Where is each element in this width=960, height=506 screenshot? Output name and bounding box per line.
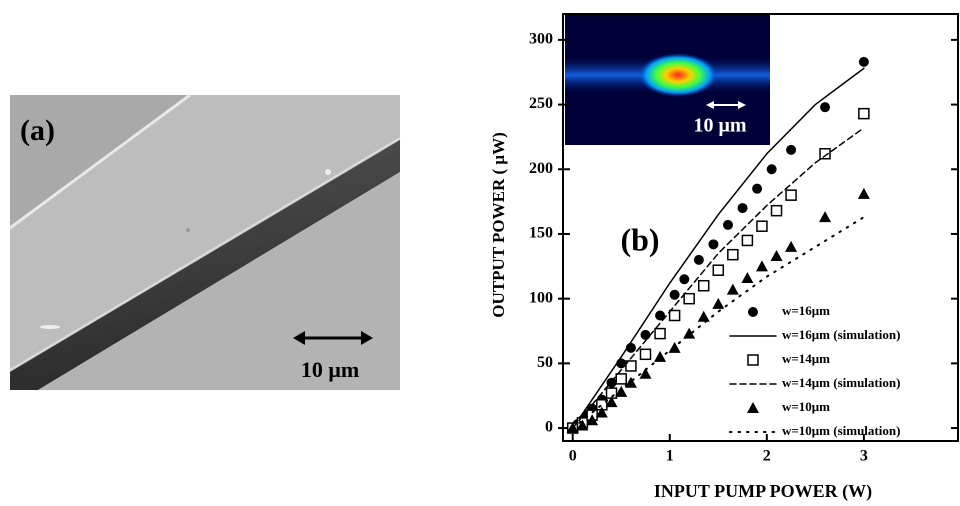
marker [858, 56, 869, 67]
marker [708, 239, 719, 250]
marker [595, 406, 608, 418]
marker [785, 240, 798, 252]
marker [668, 309, 681, 322]
marker [576, 419, 589, 431]
x-tick-label: 1 [666, 448, 674, 465]
sim-line [571, 67, 865, 429]
marker [857, 187, 870, 199]
sem-image [9, 93, 401, 390]
plot-frame [562, 13, 959, 442]
marker [654, 350, 667, 362]
legend-marker [747, 354, 759, 366]
marker [770, 204, 783, 217]
marker [722, 219, 733, 230]
y-tick-label: 150 [529, 225, 553, 242]
marker [858, 107, 870, 120]
x-axis-label: INPUT PUMP POWER (W) [654, 481, 872, 502]
sim-line [571, 127, 865, 429]
legend-label: w=10μm [782, 399, 830, 414]
marker [679, 274, 690, 285]
marker [752, 183, 763, 194]
legend-label: w=14μm [782, 351, 830, 366]
marker [615, 385, 628, 397]
marker [726, 283, 739, 295]
marker [785, 189, 797, 201]
marker [756, 220, 768, 232]
marker [625, 360, 637, 372]
marker [712, 264, 725, 276]
panel-label: (b) [620, 221, 659, 257]
marker [654, 327, 666, 340]
marker [770, 249, 783, 261]
sim-line [571, 216, 865, 430]
inset-scale-label: 10 μm [694, 115, 747, 137]
marker [755, 260, 768, 272]
marker [605, 396, 618, 408]
marker [820, 102, 831, 113]
y-axis-label: OUTPUT POWER ( μW) [489, 132, 508, 317]
scale-bar-label: 10 μm [301, 357, 359, 382]
legend-marker [747, 402, 759, 413]
legend-label: w=16μm (simulation) [782, 327, 900, 342]
marker [737, 203, 748, 214]
marker [668, 341, 681, 353]
marker [741, 271, 754, 283]
y-tick-label: 0 [545, 419, 553, 436]
marker [727, 248, 739, 261]
y-tick-label: 250 [529, 95, 553, 112]
marker [639, 348, 652, 361]
legend-marker [748, 307, 758, 317]
marker [615, 373, 627, 385]
x-tick-label: 2 [763, 448, 771, 465]
marker [624, 376, 637, 388]
marker [741, 234, 754, 247]
y-tick-label: 100 [529, 289, 553, 306]
marker [640, 329, 651, 340]
marker [693, 254, 704, 265]
inset-image [565, 15, 770, 145]
x-tick-label: 3 [860, 448, 868, 465]
legend-label: w=16μm [782, 303, 830, 318]
y-tick-label: 200 [529, 160, 553, 177]
marker [655, 310, 666, 321]
y-tick-label: 300 [529, 31, 553, 48]
legend-label: w=10μm (simulation) [782, 423, 900, 438]
marker [639, 367, 652, 379]
marker [586, 414, 599, 426]
marker [669, 289, 680, 300]
marker [616, 358, 627, 369]
marker [819, 147, 831, 160]
y-tick-label: 50 [537, 354, 553, 371]
marker [786, 144, 797, 155]
legend-label: w=14μm (simulation) [782, 375, 900, 390]
marker [819, 211, 832, 223]
marker [712, 297, 725, 309]
panel-label: (a) [20, 114, 55, 147]
marker [683, 292, 695, 305]
marker [766, 164, 777, 175]
x-tick-label: 0 [569, 448, 577, 465]
marker [697, 310, 710, 322]
marker [683, 327, 696, 339]
marker [697, 279, 710, 292]
